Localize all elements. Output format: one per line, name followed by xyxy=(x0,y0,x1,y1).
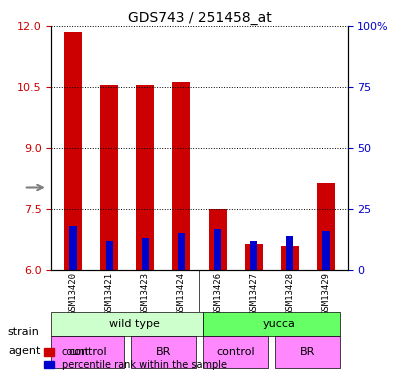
Text: strain: strain xyxy=(8,327,40,337)
Text: GSM13421: GSM13421 xyxy=(105,272,114,315)
Bar xyxy=(100,85,118,270)
Legend: count, percentile rank within the sample: count, percentile rank within the sample xyxy=(44,347,227,370)
FancyBboxPatch shape xyxy=(51,312,203,336)
Text: GSM13428: GSM13428 xyxy=(285,272,294,315)
Bar xyxy=(214,228,221,270)
FancyBboxPatch shape xyxy=(203,336,268,368)
Bar xyxy=(250,241,257,270)
Bar xyxy=(281,246,299,270)
FancyBboxPatch shape xyxy=(131,336,196,368)
Text: GSM13424: GSM13424 xyxy=(177,272,186,315)
FancyBboxPatch shape xyxy=(51,336,124,368)
FancyBboxPatch shape xyxy=(203,312,340,336)
Text: yucca: yucca xyxy=(263,319,295,329)
Bar xyxy=(70,226,77,270)
Text: BR: BR xyxy=(300,347,316,357)
Bar xyxy=(142,238,149,270)
Bar xyxy=(209,209,227,270)
Text: control: control xyxy=(216,347,255,357)
Bar xyxy=(172,82,190,270)
Text: BR: BR xyxy=(156,347,171,357)
Bar xyxy=(64,32,82,270)
Text: GSM13423: GSM13423 xyxy=(141,272,150,315)
Bar xyxy=(322,231,329,270)
Bar xyxy=(245,244,263,270)
Text: wild type: wild type xyxy=(109,319,160,329)
Text: GSM13427: GSM13427 xyxy=(249,272,258,315)
Text: GSM13429: GSM13429 xyxy=(322,272,331,315)
Title: GDS743 / 251458_at: GDS743 / 251458_at xyxy=(128,11,271,25)
Text: agent: agent xyxy=(8,346,40,355)
Bar xyxy=(178,233,185,270)
Bar xyxy=(105,241,113,270)
Bar xyxy=(286,236,293,270)
Text: GSM13426: GSM13426 xyxy=(213,272,222,315)
FancyBboxPatch shape xyxy=(275,336,340,368)
Bar xyxy=(136,85,154,270)
Text: control: control xyxy=(68,347,107,357)
Text: GSM13420: GSM13420 xyxy=(68,272,77,315)
Bar xyxy=(317,183,335,270)
